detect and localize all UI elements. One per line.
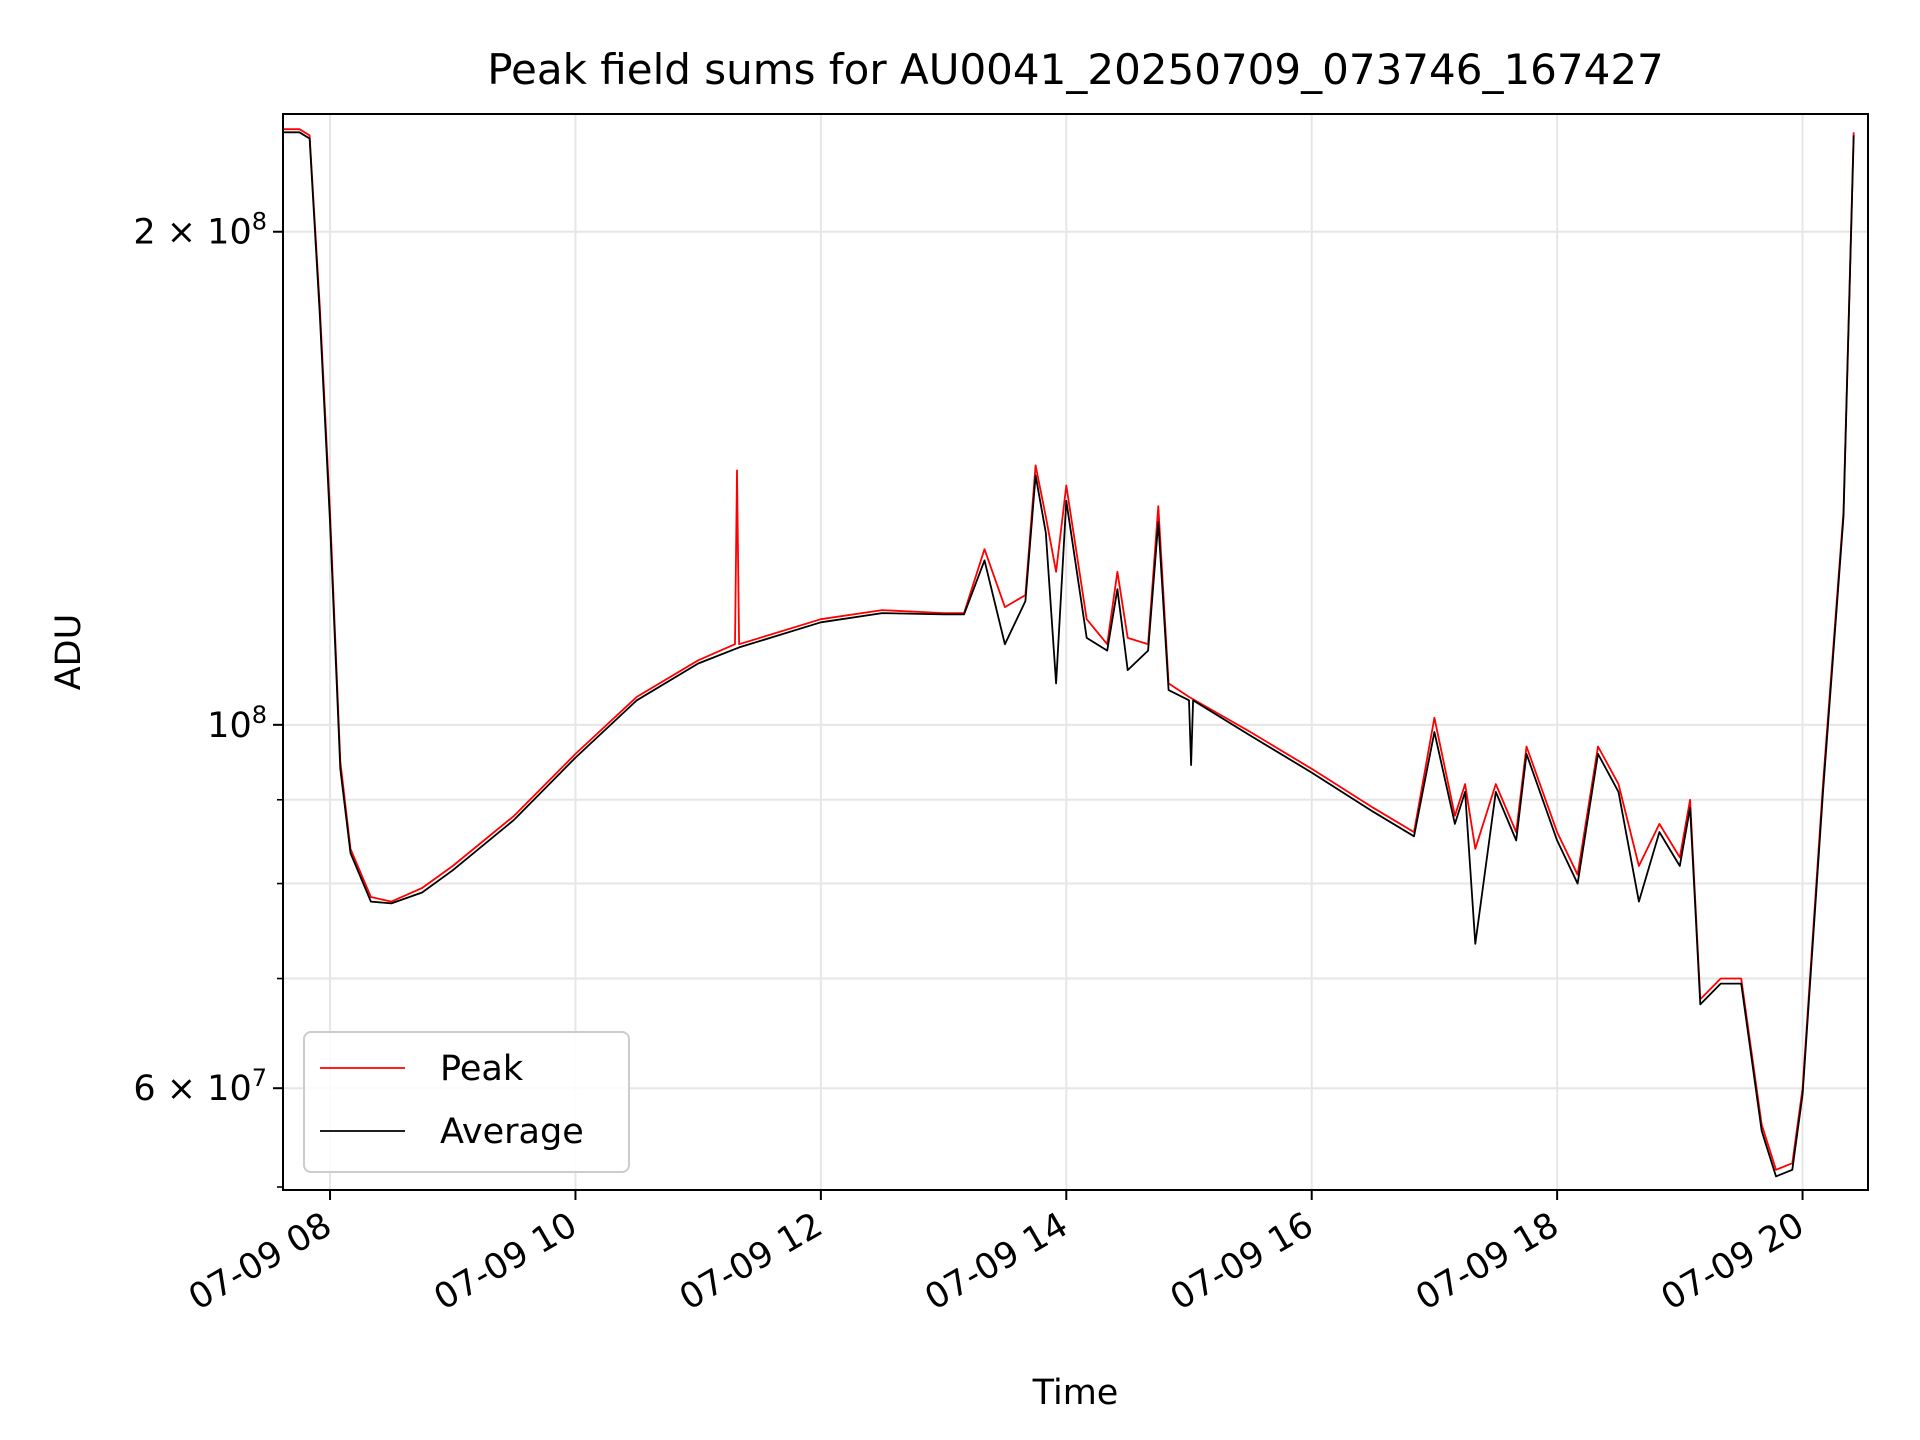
y-tick-label: 6 × 107 bbox=[133, 1064, 267, 1109]
plot-area bbox=[283, 128, 1855, 1178]
axes-frame bbox=[282, 113, 1869, 1191]
y-axis-label: ADU bbox=[49, 614, 89, 691]
legend-label: Peak bbox=[440, 1049, 524, 1089]
x-axis-label: Time bbox=[1032, 1373, 1119, 1413]
series-line-peak bbox=[283, 128, 1855, 1171]
legend: Peak Average bbox=[303, 1031, 630, 1173]
y-tick-label: 2 × 108 bbox=[133, 208, 267, 253]
legend-box bbox=[303, 1031, 630, 1173]
chart-title: Peak field sums for AU0041_20250709_0737… bbox=[487, 45, 1664, 94]
series-line-average bbox=[283, 131, 1855, 1178]
grid-lines bbox=[283, 114, 1868, 1190]
legend-label: Average bbox=[440, 1112, 584, 1152]
